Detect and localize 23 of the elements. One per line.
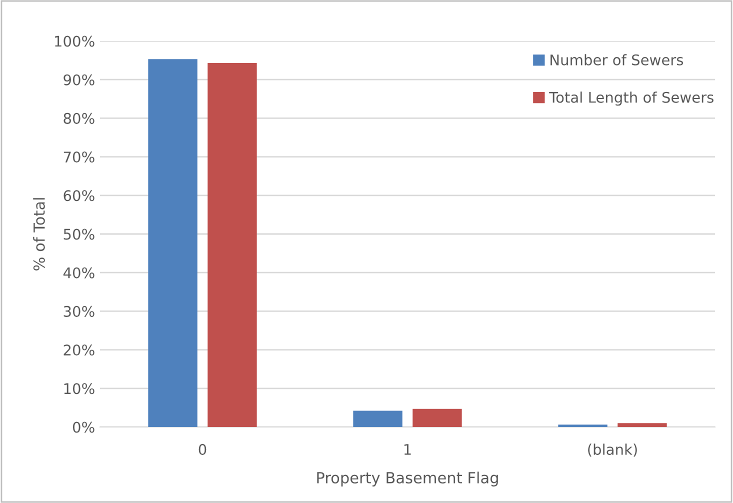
bar (412, 408, 462, 427)
x-axis-title: Property Basement Flag (317, 472, 498, 486)
x-tick-label: 0 (198, 444, 206, 455)
y-tick-label: 40% (63, 267, 94, 278)
y-tick-label: 30% (64, 306, 94, 317)
x-tick-label: 1 (404, 444, 411, 455)
legend-label: Number of Sewers (550, 54, 684, 66)
y-tick-label: 70% (64, 152, 94, 163)
bar (353, 410, 402, 427)
bar (618, 423, 667, 427)
y-tick-label: 100% (55, 36, 94, 47)
y-tick-label: 20% (64, 344, 94, 356)
y-tick-label: 50% (64, 228, 94, 240)
y-tick-label: 60% (64, 190, 94, 202)
legend-label: Total Length of Sewers (549, 92, 714, 106)
y-tick-label: 90% (64, 74, 94, 86)
y-tick-label: 80% (64, 112, 94, 124)
y-tick-label: 0% (72, 422, 94, 433)
y-tick-label: 10% (64, 383, 94, 394)
y-axis-title: % of Total (33, 198, 45, 270)
bar (208, 63, 257, 427)
x-tick-label: (blank) (588, 444, 637, 457)
bar (148, 59, 198, 427)
